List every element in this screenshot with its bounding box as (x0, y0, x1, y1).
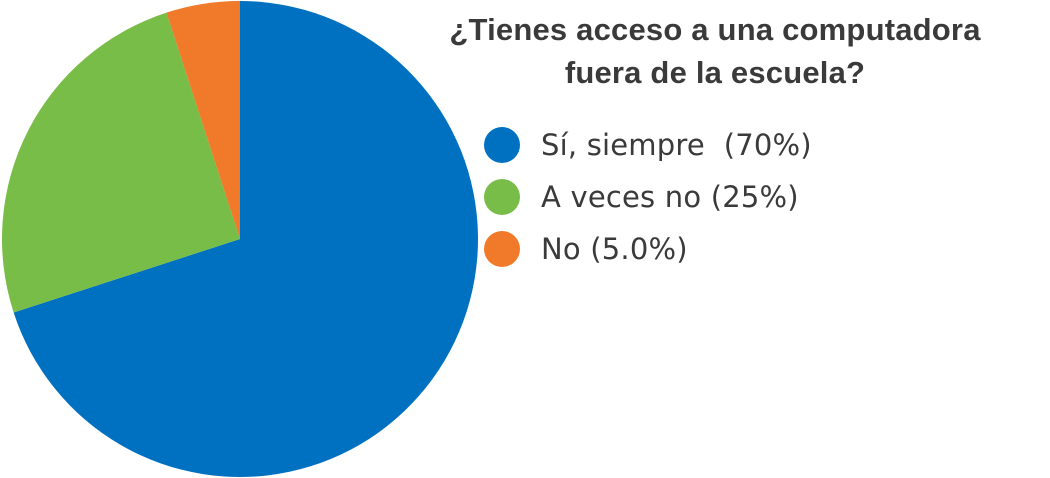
legend-label-si-siempre: Sí, siempre (70%) (541, 128, 812, 162)
legend-label-a-veces-no: A veces no (25%) (541, 180, 799, 214)
legend: Sí, siempre (70%) A veces no (25%) No (5… (484, 119, 812, 275)
pie-slice-1 (1, 12, 241, 313)
pie-slice-2 (166, 1, 240, 239)
legend-swatch-si-siempre (484, 127, 520, 163)
legend-item-si-siempre: Sí, siempre (70%) (484, 119, 812, 171)
chart-title: ¿Tienes acceso a una computadora fuera d… (380, 8, 1050, 94)
legend-label-no: No (5.0%) (541, 232, 688, 266)
pie-chart (1, 1, 478, 477)
pie-slice-0 (13, 1, 478, 477)
chart-title-line-1: ¿Tienes acceso a una computadora (449, 12, 981, 47)
legend-item-a-veces-no: A veces no (25%) (484, 171, 812, 223)
chart-title-line-2: fuera de la escuela? (564, 55, 866, 90)
legend-swatch-no (484, 231, 520, 267)
legend-swatch-a-veces-no (484, 179, 520, 215)
legend-item-no: No (5.0%) (484, 223, 812, 275)
